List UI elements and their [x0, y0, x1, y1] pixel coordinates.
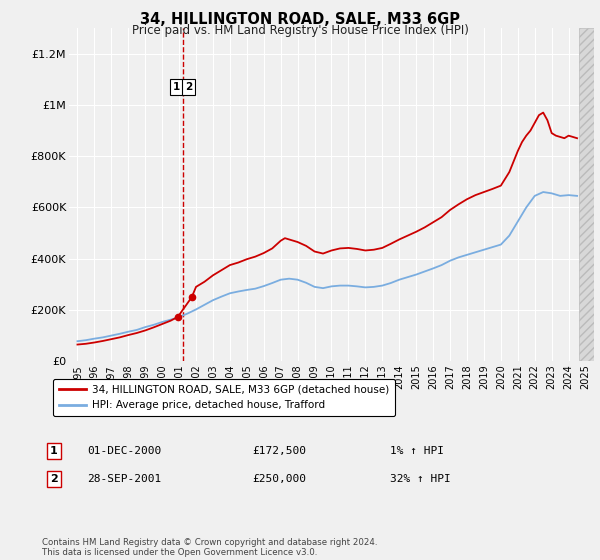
Text: 2: 2 [185, 82, 192, 92]
Text: £250,000: £250,000 [252, 474, 306, 484]
Text: 32% ↑ HPI: 32% ↑ HPI [390, 474, 451, 484]
Text: 1: 1 [173, 82, 180, 92]
Text: 1% ↑ HPI: 1% ↑ HPI [390, 446, 444, 456]
Text: Price paid vs. HM Land Registry's House Price Index (HPI): Price paid vs. HM Land Registry's House … [131, 24, 469, 36]
Text: 1: 1 [50, 446, 58, 456]
Text: 01-DEC-2000: 01-DEC-2000 [87, 446, 161, 456]
Text: 34, HILLINGTON ROAD, SALE, M33 6GP: 34, HILLINGTON ROAD, SALE, M33 6GP [140, 12, 460, 27]
Bar [579, 28, 594, 361]
Text: Contains HM Land Registry data © Crown copyright and database right 2024.
This d: Contains HM Land Registry data © Crown c… [42, 538, 377, 557]
Text: 28-SEP-2001: 28-SEP-2001 [87, 474, 161, 484]
Text: 2: 2 [50, 474, 58, 484]
Text: £172,500: £172,500 [252, 446, 306, 456]
Legend: 34, HILLINGTON ROAD, SALE, M33 6GP (detached house), HPI: Average price, detache: 34, HILLINGTON ROAD, SALE, M33 6GP (deta… [53, 379, 395, 417]
